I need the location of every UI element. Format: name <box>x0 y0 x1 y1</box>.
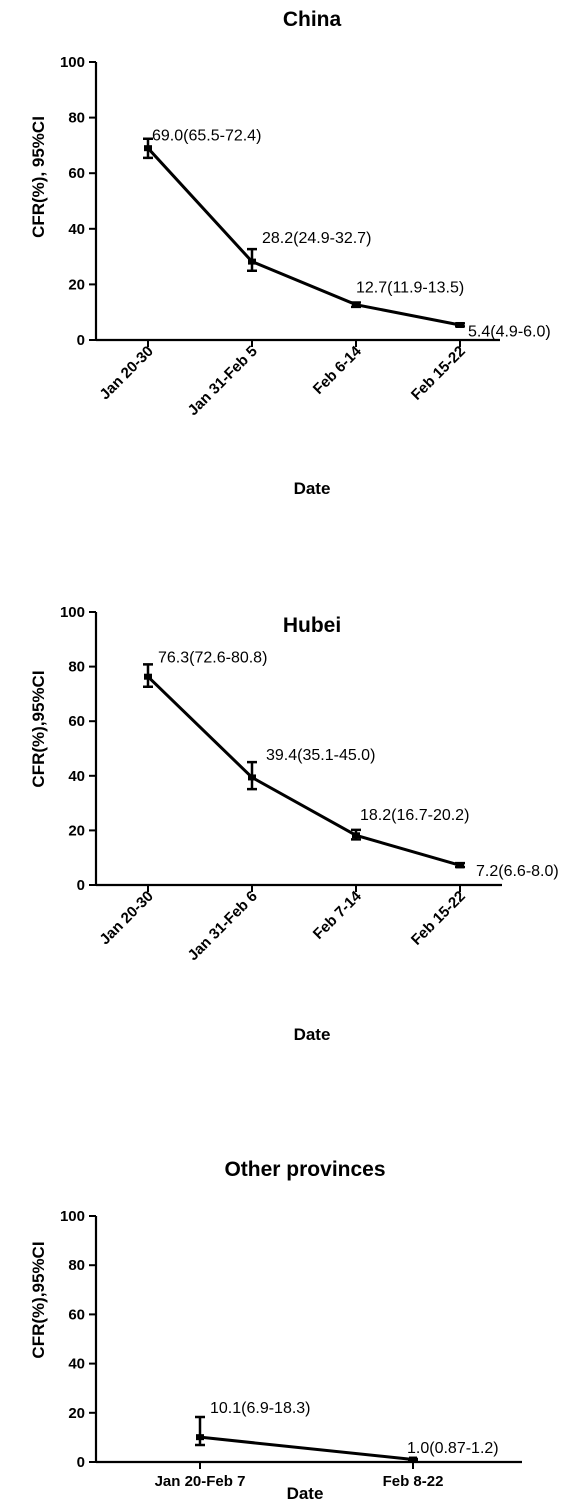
other-provinces-x-ticks: Jan 20-Feb 7 Feb 8-22 <box>155 1462 444 1490</box>
hubei-x-ticks: Jan 20-30 Jan 31-Feb 6 Feb 7-14 Feb 15-2… <box>96 885 469 964</box>
other-provinces-data-label: 10.1(6.9-18.3) <box>210 1400 311 1417</box>
hubei-data-label: 7.2(6.6-8.0) <box>476 863 559 880</box>
hubei-data-label: 18.2(16.7-20.2) <box>360 807 469 824</box>
hubei-data-labels: 76.3(72.6-80.8) 39.4(35.1-45.0) 18.2(16.… <box>158 649 559 880</box>
hubei-points <box>144 673 464 869</box>
china-points <box>144 145 464 328</box>
hubei-data-point <box>456 862 464 869</box>
other-provinces-x-tick-label: Feb 8-22 <box>383 1473 444 1490</box>
china-x-tick-label: Jan 20-30 <box>96 343 156 403</box>
other-provinces-title: Other provinces <box>224 1158 385 1181</box>
china-data-point <box>144 145 152 152</box>
china-data-label: 69.0(65.5-72.4) <box>152 128 261 145</box>
hubei-data-label: 39.4(35.1-45.0) <box>266 747 375 764</box>
hubei-x-axis-title: Date <box>294 1025 331 1044</box>
china-x-tick-label: Feb 15-22 <box>408 343 469 404</box>
other-provinces-y-axis-title: CFR(%),95%CI <box>29 1241 48 1358</box>
other-provinces-series-line <box>199 1435 414 1462</box>
other-provinces-error-bar <box>195 1415 205 1447</box>
china-title: China <box>283 8 342 31</box>
china-data-point <box>248 258 256 265</box>
other-provinces-panel: Other provinces CFR(%),95%CI Date 0 20 4… <box>29 1158 522 1503</box>
other-provinces-y-ticks: 0 20 40 60 80 100 <box>60 1208 96 1471</box>
hubei-x-tick-label: Jan 20-30 <box>96 888 156 948</box>
other-provinces-data-point <box>409 1456 417 1463</box>
hubei-data-point <box>352 832 360 839</box>
china-y-tick-label: 0 <box>77 332 85 349</box>
china-panel: China CFR(%), 95%CI Date 0 20 40 60 80 1… <box>29 8 551 498</box>
other-provinces-data-point <box>196 1434 204 1441</box>
china-x-ticks: Jan 20-30 Jan 31-Feb 5 Feb 6-14 Feb 15-2… <box>96 340 469 419</box>
hubei-x-tick-label: Jan 31-Feb 6 <box>185 888 261 964</box>
hubei-y-tick-label: 20 <box>68 822 85 839</box>
china-data-label: 5.4(4.9-6.0) <box>468 323 551 340</box>
china-y-tick-label: 100 <box>60 54 85 71</box>
china-y-tick-label: 60 <box>68 165 85 182</box>
china-x-tick-label: Jan 31-Feb 5 <box>185 343 261 419</box>
other-provinces-error-bars <box>195 1415 418 1462</box>
other-provinces-y-tick-label: 100 <box>60 1208 85 1225</box>
other-provinces-data-label: 1.0(0.87-1.2) <box>407 1440 499 1457</box>
china-data-point <box>352 301 360 308</box>
china-y-axis-title: CFR(%), 95%CI <box>29 116 48 238</box>
china-data-point <box>456 321 464 328</box>
other-provinces-y-tick-label: 60 <box>68 1306 85 1323</box>
china-y-tick-label: 40 <box>68 221 85 238</box>
hubei-series-line <box>146 675 461 867</box>
hubei-panel: Hubei CFR(%),95%CI Date 0 20 40 60 80 10… <box>29 604 559 1044</box>
china-x-tick-label: Feb 6-14 <box>310 342 366 398</box>
hubei-data-point <box>248 774 256 781</box>
hubei-y-tick-label: 100 <box>60 604 85 621</box>
other-provinces-points <box>196 1434 417 1463</box>
hubei-y-tick-label: 0 <box>77 877 85 894</box>
hubei-data-point <box>144 673 152 680</box>
hubei-y-ticks: 0 20 40 60 80 100 <box>60 604 96 894</box>
other-provinces-y-tick-label: 80 <box>68 1257 85 1274</box>
china-x-axis-title: Date <box>294 479 331 498</box>
hubei-y-tick-label: 60 <box>68 713 85 730</box>
china-data-label: 28.2(24.9-32.7) <box>262 230 371 247</box>
other-provinces-x-tick-label: Jan 20-Feb 7 <box>155 1473 246 1490</box>
china-data-labels: 69.0(65.5-72.4) 28.2(24.9-32.7) 12.7(11.… <box>152 128 551 341</box>
hubei-x-tick-label: Feb 7-14 <box>310 887 366 943</box>
other-provinces-y-tick-label: 40 <box>68 1356 85 1373</box>
hubei-x-tick-label: Feb 15-22 <box>408 888 469 949</box>
china-y-tick-label: 20 <box>68 276 85 293</box>
hubei-title: Hubei <box>283 614 341 637</box>
other-provinces-data-labels: 10.1(6.9-18.3) 1.0(0.87-1.2) <box>210 1400 499 1457</box>
china-y-ticks: 0 20 40 60 80 100 <box>60 54 96 349</box>
hubei-y-axis-title: CFR(%),95%CI <box>29 670 48 787</box>
other-provinces-y-tick-label: 0 <box>77 1454 85 1471</box>
other-provinces-x-axis-title: Date <box>287 1484 324 1503</box>
hubei-error-bars <box>143 663 465 869</box>
china-series-line <box>146 147 461 327</box>
hubei-data-label: 76.3(72.6-80.8) <box>158 649 267 666</box>
other-provinces-y-tick-label: 20 <box>68 1405 85 1422</box>
hubei-y-tick-label: 80 <box>68 659 85 676</box>
china-y-tick-label: 80 <box>68 110 85 127</box>
china-data-label: 12.7(11.9-13.5) <box>356 279 464 296</box>
hubei-y-tick-label: 40 <box>68 768 85 785</box>
